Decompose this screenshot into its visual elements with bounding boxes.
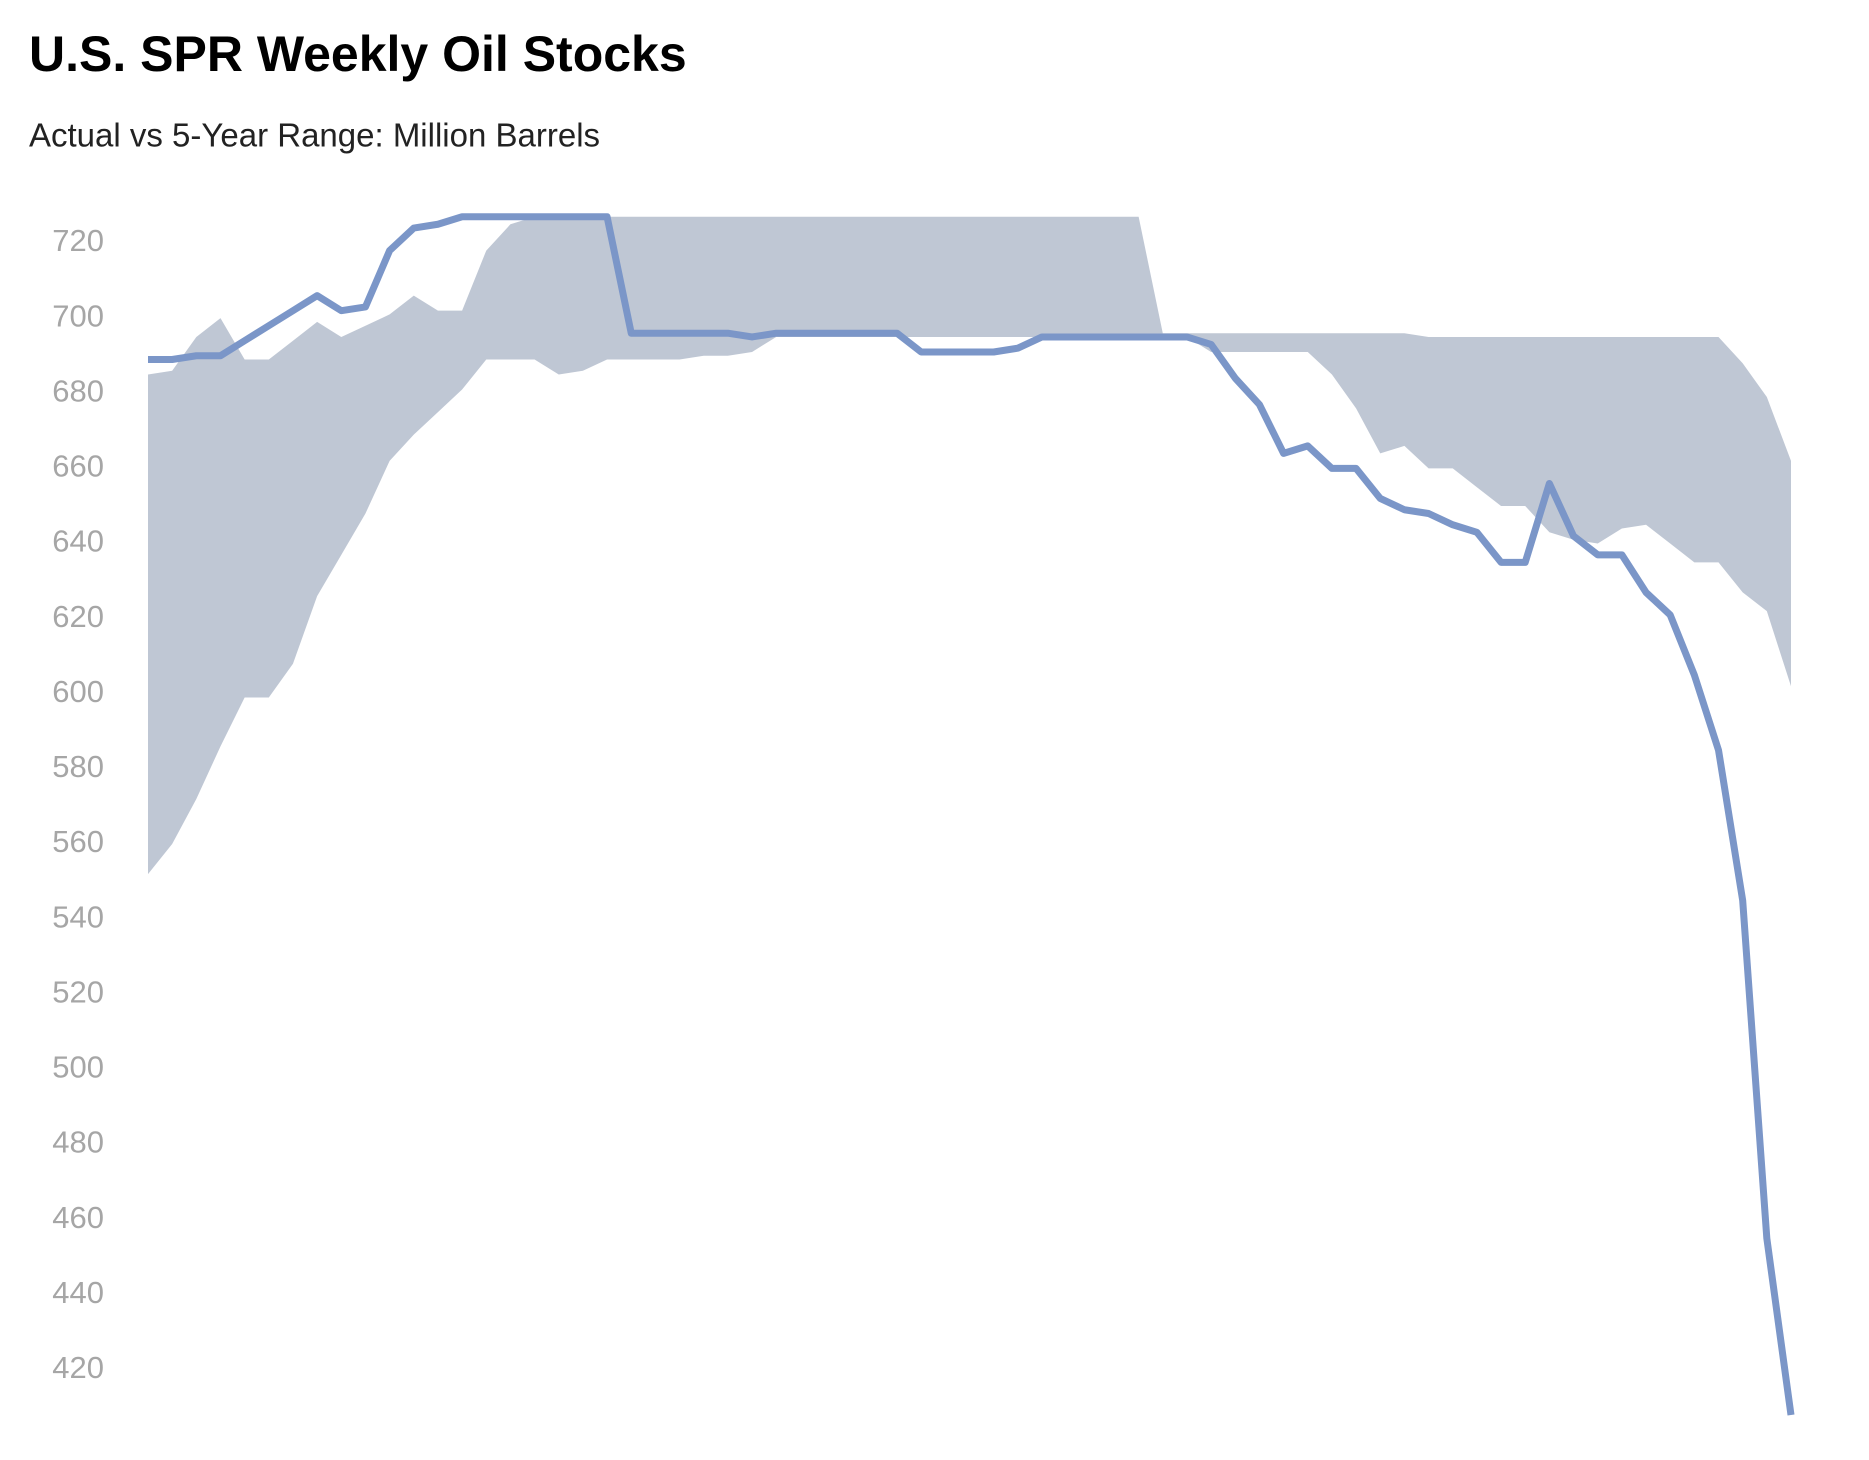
y-tick-label: 560 <box>52 824 104 859</box>
y-tick-label: 420 <box>52 1350 104 1385</box>
y-tick-label: 520 <box>52 974 104 1009</box>
y-tick-label: 460 <box>52 1200 104 1235</box>
y-tick-label: 580 <box>52 749 104 784</box>
y-tick-label: 680 <box>52 373 104 408</box>
y-tick-label: 700 <box>52 298 104 333</box>
range-low <box>148 336 1791 1415</box>
y-tick-label: 540 <box>52 899 104 934</box>
chart-title: U.S. SPR Weekly Oil Stocks <box>29 26 687 82</box>
y-tick-label: 660 <box>52 449 104 484</box>
y-tick-label: 500 <box>52 1050 104 1085</box>
y-tick-label: 480 <box>52 1125 104 1160</box>
line <box>148 213 1795 1416</box>
chart-subtitle: Actual vs 5-Year Range: Million Barrels <box>29 117 600 154</box>
y-tick-label: 620 <box>52 599 104 634</box>
y-tick-label: 440 <box>52 1275 104 1310</box>
y-tick-label: 720 <box>52 223 104 258</box>
y-tick-label: 640 <box>52 524 104 559</box>
y-tick-label: 600 <box>52 674 104 709</box>
